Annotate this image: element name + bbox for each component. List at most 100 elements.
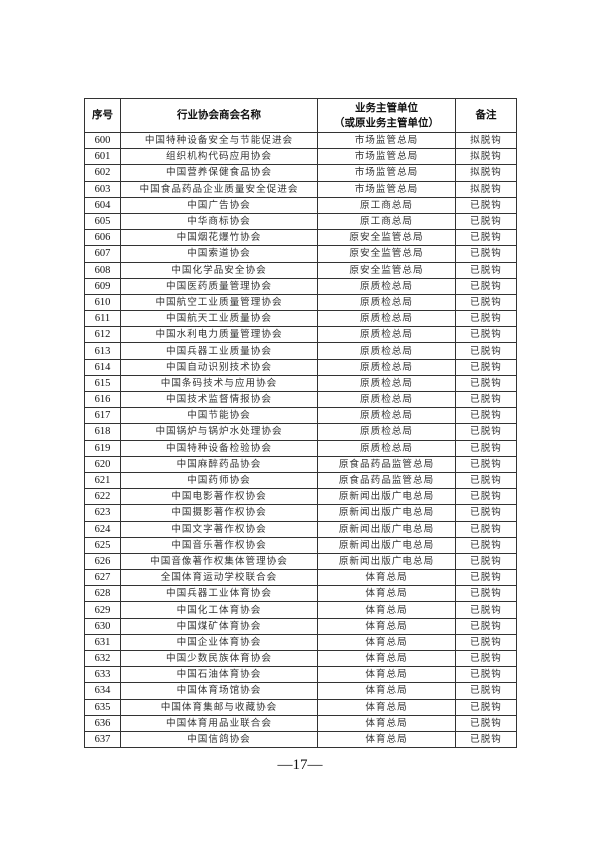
- cell-serial: 601: [84, 148, 121, 166]
- table-row: 609 中国医药质量管理协会 原质检总局 已脱钩: [84, 277, 517, 295]
- cell-authority: 原质检总局: [317, 277, 456, 295]
- cell-association-name: 中国音像著作权集体管理协会: [120, 552, 318, 571]
- table-row: 619 中国特种设备检验协会 原质检总局 已脱钩: [84, 439, 517, 457]
- cell-serial: 635: [84, 698, 121, 716]
- cell-remarks: 已脱钩: [455, 698, 517, 716]
- cell-authority: 体育总局: [317, 601, 456, 619]
- cell-serial: 631: [84, 633, 121, 652]
- table-row: 600 中国特种设备安全与节能促进会 市场监管总局 拟脱钩: [84, 131, 517, 150]
- table-row: 601 组织机构代码应用协会 市场监管总局 拟脱钩: [84, 148, 517, 166]
- cell-authority: 市场监管总局: [317, 131, 456, 150]
- cell-remarks: 已脱钩: [455, 730, 517, 749]
- cell-remarks: 已脱钩: [455, 293, 517, 312]
- cell-association-name: 中华商标协会: [120, 212, 318, 231]
- cell-remarks: 已脱钩: [455, 310, 517, 328]
- cell-authority: 体育总局: [317, 666, 456, 684]
- cell-serial: 633: [84, 666, 121, 684]
- cell-authority: 体育总局: [317, 730, 456, 749]
- cell-serial: 616: [84, 390, 121, 409]
- cell-association-name: 中国条码技术与应用协会: [120, 374, 318, 393]
- cell-serial: 622: [84, 488, 121, 506]
- cell-remarks: 拟脱钩: [455, 180, 517, 198]
- cell-association-name: 中国体育集邮与收藏协会: [120, 698, 318, 716]
- cell-serial: 634: [84, 682, 121, 700]
- cell-association-name: 中国自动识别技术协会: [120, 358, 318, 376]
- cell-serial: 630: [84, 617, 121, 635]
- cell-authority: 原质检总局: [317, 358, 456, 376]
- cell-association-name: 中国信鸽协会: [120, 730, 318, 749]
- cell-association-name: 中国索道协会: [120, 245, 318, 263]
- table-row: 606 中国烟花爆竹协会 原安全监管总局 已脱钩: [84, 229, 517, 247]
- table-row: 620 中国麻醉药品协会 原食品药品监管总局 已脱钩: [84, 455, 517, 473]
- table-row: 618 中国锅炉与锅炉水处理协会 原质检总局 已脱钩: [84, 423, 517, 441]
- cell-association-name: 中国音乐著作权协会: [120, 536, 318, 554]
- table-row: 624 中国文字著作权协会 原新闻出版广电总局 已脱钩: [84, 520, 517, 538]
- table-row: 630 中国煤矿体育协会 体育总局 已脱钩: [84, 617, 517, 635]
- table-row: 621 中国药师协会 原食品药品监管总局 已脱钩: [84, 471, 517, 490]
- cell-authority: 原新闻出版广电总局: [317, 520, 456, 538]
- cell-remarks: 已脱钩: [455, 471, 517, 490]
- cell-serial: 624: [84, 520, 121, 538]
- cell-authority: 原安全监管总局: [317, 261, 456, 279]
- table-row: 625 中国音乐著作权协会 原新闻出版广电总局 已脱钩: [84, 536, 517, 554]
- cell-remarks: 已脱钩: [455, 666, 517, 684]
- cell-remarks: 已脱钩: [455, 649, 517, 668]
- cell-remarks: 已脱钩: [455, 633, 517, 652]
- table-row: 610 中国航空工业质量管理协会 原质检总局 已脱钩: [84, 293, 517, 312]
- cell-serial: 619: [84, 439, 121, 457]
- cell-serial: 606: [84, 229, 121, 247]
- cell-association-name: 中国医药质量管理协会: [120, 277, 318, 295]
- cell-authority: 体育总局: [317, 617, 456, 635]
- cell-remarks: 已脱钩: [455, 261, 517, 279]
- table-row: 617 中国节能协会 原质检总局 已脱钩: [84, 407, 517, 425]
- cell-remarks: 已脱钩: [455, 617, 517, 635]
- table-row: 612 中国水利电力质量管理协会 原质检总局 已脱钩: [84, 326, 517, 344]
- table-body: 600 中国特种设备安全与节能促进会 市场监管总局 拟脱钩 601 组织机构代码应用协会市…: [84, 131, 517, 749]
- cell-association-name: 中国化工体育协会: [120, 601, 318, 619]
- cell-remarks: 已脱钩: [455, 277, 517, 295]
- table-row: 615 中国条码技术与应用协会 原质检总局 已脱钩: [84, 374, 517, 393]
- cell-serial: 621: [84, 471, 121, 490]
- cell-serial: 612: [84, 326, 121, 344]
- cell-remarks: 拟脱钩: [455, 131, 517, 150]
- table-row: 633 中国石油体育协会 体育总局 已脱钩: [84, 666, 517, 684]
- cell-remarks: 已脱钩: [455, 455, 517, 473]
- table-row: 636 中国体育用品业联合会 体育总局 已脱钩: [84, 714, 517, 732]
- cell-remarks: 已脱钩: [455, 245, 517, 263]
- cell-authority: 原质检总局: [317, 439, 456, 457]
- cell-association-name: 中国锅炉与锅炉水处理协会: [120, 423, 318, 441]
- cell-authority: 原新闻出版广电总局: [317, 536, 456, 554]
- cell-association-name: 中国煤矿体育协会: [120, 617, 318, 635]
- cell-authority: 原质检总局: [317, 293, 456, 312]
- table-row: 605 中华商标协会 原工商总局 已脱钩: [84, 212, 517, 231]
- cell-authority: 原安全监管总局: [317, 229, 456, 247]
- cell-association-name: 中国广告协会: [120, 196, 318, 214]
- cell-serial: 618: [84, 423, 121, 441]
- cell-association-name: 中国麻醉药品协会: [120, 455, 318, 473]
- cell-association-name: 中国兵器工业体育协会: [120, 585, 318, 603]
- table-row: 604 中国广告协会 原工商总局 已脱钩: [84, 196, 517, 214]
- cell-remarks: 已脱钩: [455, 196, 517, 214]
- cell-remarks: 已脱钩: [455, 714, 517, 732]
- table-row: 616 中国技术监督情报协会 原质检总局 已脱钩: [84, 390, 517, 409]
- cell-serial: 629: [84, 601, 121, 619]
- cell-serial: 607: [84, 245, 121, 263]
- cell-authority: 体育总局: [317, 714, 456, 732]
- header-remarks: 备注: [455, 98, 517, 133]
- cell-authority: 原安全监管总局: [317, 245, 456, 263]
- table-row: 637 中国信鸽协会 体育总局 已脱钩: [84, 730, 517, 749]
- cell-serial: 614: [84, 358, 121, 376]
- table-row: 608 中国化学品安全协会 原安全监管总局 已脱钩: [84, 261, 517, 279]
- cell-remarks: 已脱钩: [455, 374, 517, 393]
- cell-serial: 623: [84, 504, 121, 522]
- cell-serial: 615: [84, 374, 121, 393]
- cell-remarks: 已脱钩: [455, 212, 517, 231]
- cell-authority: 原新闻出版广电总局: [317, 488, 456, 506]
- table-row: 629 中国化工体育协会 体育总局 已脱钩: [84, 601, 517, 619]
- cell-remarks: 已脱钩: [455, 439, 517, 457]
- cell-remarks: 已脱钩: [455, 569, 517, 587]
- cell-authority: 原质检总局: [317, 407, 456, 425]
- cell-association-name: 中国少数民族体育协会: [120, 649, 318, 668]
- cell-authority: 原质检总局: [317, 374, 456, 393]
- cell-serial: 637: [84, 730, 121, 749]
